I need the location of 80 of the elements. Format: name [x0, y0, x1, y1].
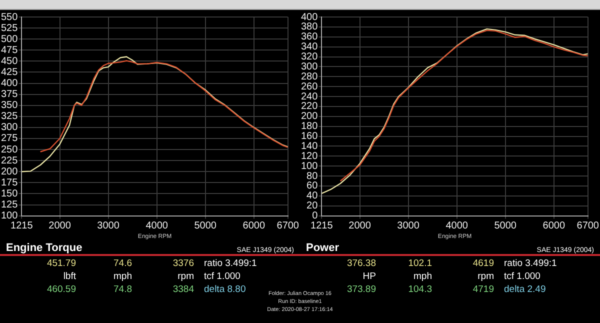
text: 4719	[472, 283, 495, 296]
y-tick-label: 250	[0, 144, 18, 156]
y-tick-label: 500	[0, 34, 18, 45]
y-tick-label: 380	[300, 22, 318, 33]
y-tick-label: 120	[300, 150, 318, 162]
y-tick-label: 180	[300, 121, 318, 132]
text: 104.3	[407, 283, 433, 296]
text: 451.79	[46, 257, 77, 270]
y-tick-label: 100	[300, 160, 318, 172]
y-tick-label: 400	[300, 12, 318, 23]
text: rpm	[176, 270, 195, 283]
text: Power	[306, 242, 340, 254]
y-tick-label: 400	[0, 78, 18, 90]
y-tick-label: 80	[306, 170, 318, 182]
text: 74.8	[112, 283, 133, 296]
x-tick-label: 6700	[276, 220, 300, 232]
text: 3376	[172, 257, 195, 270]
text: 74.6	[112, 257, 133, 270]
y-tick-label: 225	[0, 155, 18, 166]
text: ratio 3.499:1	[203, 257, 258, 270]
y-tick-label: 350	[0, 100, 18, 112]
y-tick-label: 325	[0, 111, 18, 122]
x-tick-label: 6000	[542, 220, 566, 232]
y-tick-label: 60	[306, 180, 318, 192]
text: Engine Torque	[6, 242, 82, 254]
y-tick-label: 340	[300, 42, 318, 53]
x-tick-label: 2000	[348, 220, 372, 232]
y-tick-label: 40	[306, 190, 318, 202]
y-tick-label: 300	[300, 61, 318, 72]
y-tick-label: 550	[0, 12, 18, 23]
y-tick-label: 450	[0, 56, 18, 67]
text: delta 8.80	[204, 284, 246, 295]
x-tick-label: 6000	[242, 220, 266, 232]
x-tick-label: 1215	[310, 220, 334, 232]
text: mph	[412, 270, 433, 283]
y-tick-label: 150	[0, 188, 18, 200]
y-tick-label: 280	[300, 71, 318, 82]
text: 4619	[472, 257, 495, 270]
x-tick-label: 6700	[576, 220, 600, 232]
y-tick-label: 525	[0, 22, 18, 34]
text: ratio 3.499:1	[503, 257, 558, 270]
y-tick-label: 100	[0, 210, 18, 222]
y-tick-label: 320	[300, 52, 318, 63]
y-tick-label: 220	[300, 101, 318, 112]
y-tick-label: 260	[300, 81, 318, 92]
x-tick-label: 3000	[397, 220, 420, 232]
y-tick-label: 175	[0, 177, 18, 188]
text: rpm	[476, 270, 495, 283]
y-tick-label: 425	[0, 66, 18, 78]
text: 460.59	[46, 283, 77, 296]
x-tick-label: 4000	[446, 220, 468, 232]
y-tick-label: 160	[300, 131, 318, 142]
y-tick-label: 125	[0, 200, 18, 211]
text: 373.89	[346, 284, 376, 295]
text: tcf 1.000	[503, 270, 542, 283]
y-tick-label: 475	[0, 44, 18, 56]
y-tick-label: 200	[300, 111, 318, 122]
y-tick-label: 240	[300, 91, 318, 102]
text: lbft	[62, 270, 77, 283]
y-tick-label: 360	[300, 32, 318, 43]
x-tick-label: 2000	[48, 220, 72, 232]
text: 3384	[172, 283, 195, 296]
text: tcf 1.000	[203, 270, 242, 283]
y-tick-label: 140	[300, 140, 318, 152]
y-tick-label: 20	[306, 200, 318, 212]
y-tick-label: 300	[0, 122, 18, 134]
x-tick-label: 5000	[194, 220, 217, 232]
x-tick-label: 5000	[494, 220, 517, 232]
x-tick-label: 1215	[10, 220, 34, 232]
y-tick-label: 375	[0, 89, 18, 100]
x-tick-label: 3000	[97, 220, 120, 232]
text: delta 2.49	[503, 283, 547, 296]
x-tick-label: 4000	[146, 220, 168, 232]
y-tick-label: 275	[0, 133, 18, 144]
text: 376.38	[346, 257, 377, 270]
y-tick-label: 0	[312, 210, 318, 222]
text: 102.1	[407, 257, 433, 270]
text: HP	[362, 270, 377, 283]
text: mph	[112, 270, 133, 283]
y-tick-label: 200	[0, 166, 18, 178]
